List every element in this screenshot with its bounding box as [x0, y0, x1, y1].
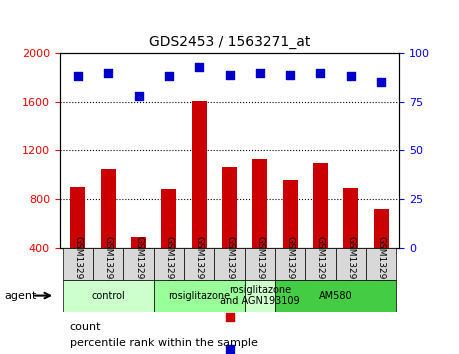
Text: rosiglitazone: rosiglitazone [168, 291, 230, 301]
FancyBboxPatch shape [93, 248, 123, 280]
Bar [313, 162, 328, 248]
FancyBboxPatch shape [154, 280, 245, 312]
Point [317, 70, 324, 75]
Bar [283, 179, 298, 248]
Point [256, 70, 263, 75]
Text: GSM132921: GSM132921 [164, 236, 174, 291]
FancyBboxPatch shape [275, 248, 305, 280]
Point [105, 70, 112, 75]
FancyBboxPatch shape [123, 248, 154, 280]
FancyBboxPatch shape [305, 248, 336, 280]
Text: percentile rank within the sample: percentile rank within the sample [70, 338, 258, 348]
Bar [161, 189, 176, 248]
FancyBboxPatch shape [214, 248, 245, 280]
Text: rosiglitazone
and AGN193109: rosiglitazone and AGN193109 [220, 285, 300, 307]
FancyBboxPatch shape [275, 280, 396, 312]
FancyBboxPatch shape [63, 248, 93, 280]
Point [165, 74, 173, 79]
Text: GSM132923: GSM132923 [104, 236, 113, 291]
Point [196, 64, 203, 69]
Text: GSM132922: GSM132922 [316, 236, 325, 291]
FancyBboxPatch shape [184, 248, 214, 280]
Text: control: control [91, 291, 125, 301]
Bar [70, 187, 85, 248]
Text: GSM132919: GSM132919 [73, 236, 82, 291]
Text: GSM132928: GSM132928 [225, 236, 234, 291]
FancyBboxPatch shape [245, 280, 275, 312]
Bar [191, 101, 207, 248]
Text: GSM132930: GSM132930 [285, 236, 295, 291]
Point [135, 93, 142, 99]
FancyBboxPatch shape [336, 248, 366, 280]
Bar [343, 188, 358, 248]
Point [226, 314, 233, 320]
Bar [131, 237, 146, 248]
Bar [374, 209, 389, 248]
Point [226, 72, 233, 77]
FancyBboxPatch shape [63, 280, 154, 312]
Text: GSM132929: GSM132929 [377, 236, 386, 291]
Title: GDS2453 / 1563271_at: GDS2453 / 1563271_at [149, 35, 310, 49]
Point [377, 79, 385, 85]
FancyBboxPatch shape [245, 248, 275, 280]
Point [74, 74, 82, 79]
Text: AM580: AM580 [319, 291, 353, 301]
Bar [222, 167, 237, 248]
Point [347, 74, 354, 79]
Bar [101, 169, 116, 248]
Text: GSM132924: GSM132924 [195, 236, 204, 291]
Text: GSM132926: GSM132926 [255, 236, 264, 291]
Text: agent: agent [5, 291, 37, 301]
Bar [252, 159, 268, 248]
FancyBboxPatch shape [154, 248, 184, 280]
Text: GSM132925: GSM132925 [346, 236, 355, 291]
Text: GSM132927: GSM132927 [134, 236, 143, 291]
Point [286, 72, 294, 77]
Text: count: count [70, 322, 101, 332]
Point [226, 346, 233, 352]
FancyBboxPatch shape [366, 248, 396, 280]
